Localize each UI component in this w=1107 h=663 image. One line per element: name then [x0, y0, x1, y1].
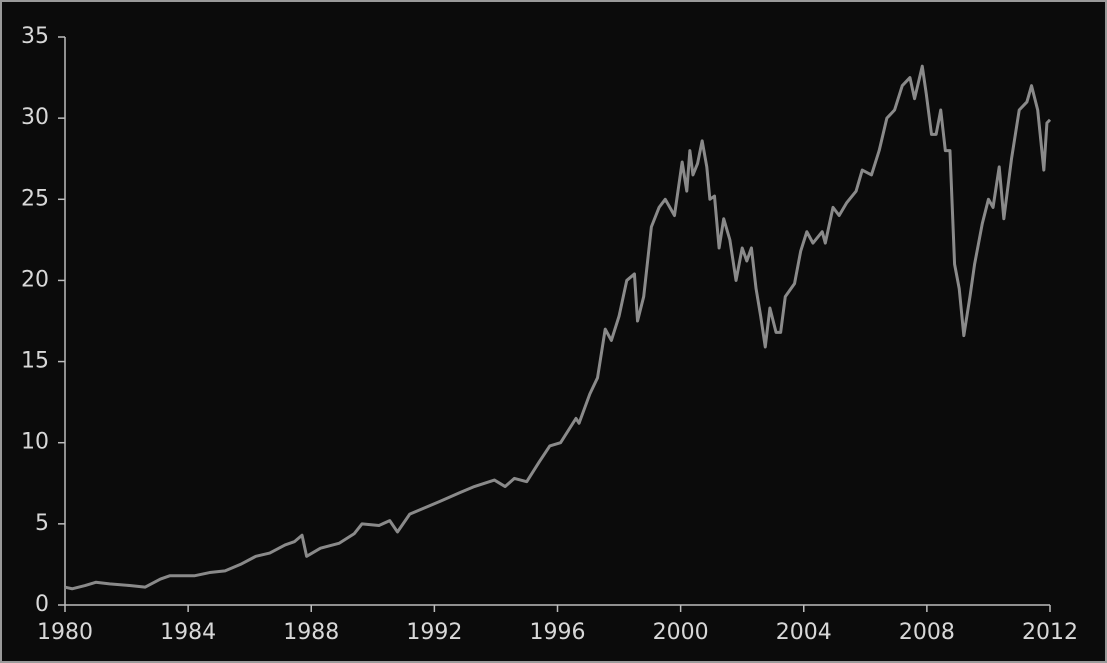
- y-tick-label: 5: [35, 511, 49, 536]
- y-tick-label: 30: [21, 105, 49, 130]
- x-tick-label: 2000: [653, 620, 709, 645]
- x-tick-label: 1988: [283, 620, 339, 645]
- x-tick-label: 1992: [406, 620, 462, 645]
- y-tick-label: 15: [21, 349, 49, 374]
- y-tick-label: 25: [21, 186, 49, 211]
- x-tick-label: 2012: [1022, 620, 1078, 645]
- y-tick-label: 0: [35, 592, 49, 617]
- x-tick-label: 2004: [776, 620, 832, 645]
- x-tick-label: 2008: [899, 620, 955, 645]
- x-tick-label: 1980: [37, 620, 93, 645]
- y-tick-label: 20: [21, 267, 49, 292]
- x-tick-label: 1984: [160, 620, 216, 645]
- x-tick-label: 1996: [530, 620, 586, 645]
- y-tick-label: 10: [21, 430, 49, 455]
- y-tick-label: 35: [21, 24, 49, 49]
- data-line: [64, 64, 1052, 591]
